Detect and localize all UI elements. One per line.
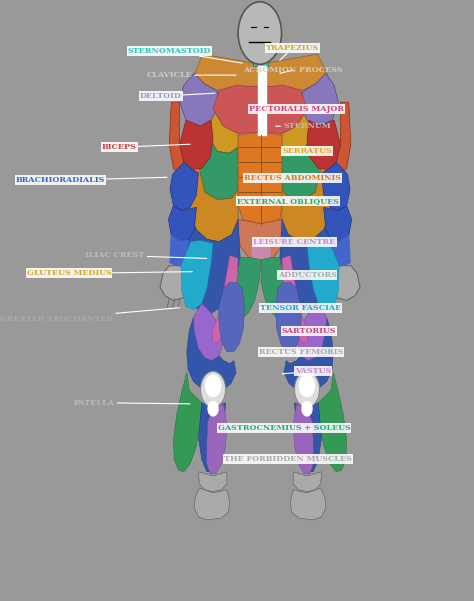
FancyBboxPatch shape	[258, 66, 265, 135]
Polygon shape	[207, 404, 227, 474]
Polygon shape	[280, 213, 339, 314]
FancyBboxPatch shape	[253, 36, 268, 66]
Circle shape	[206, 375, 220, 397]
Polygon shape	[188, 147, 238, 242]
Polygon shape	[187, 317, 236, 392]
Polygon shape	[237, 257, 261, 319]
Text: THE FORBIDDEN MUSCLES: THE FORBIDDEN MUSCLES	[224, 455, 352, 463]
Polygon shape	[213, 85, 261, 133]
Polygon shape	[261, 85, 307, 133]
Circle shape	[201, 371, 226, 407]
Text: BICEPS: BICEPS	[102, 143, 190, 151]
Polygon shape	[160, 266, 190, 300]
Polygon shape	[170, 236, 188, 266]
Circle shape	[208, 401, 218, 416]
Text: RECTUS FEMORIS: RECTUS FEMORIS	[259, 347, 343, 356]
Polygon shape	[318, 373, 346, 472]
Polygon shape	[180, 73, 219, 126]
Polygon shape	[181, 213, 240, 314]
Polygon shape	[324, 206, 352, 242]
Text: ILIAC CREST: ILIAC CREST	[85, 251, 207, 260]
Polygon shape	[336, 102, 351, 174]
Polygon shape	[290, 488, 326, 520]
Polygon shape	[284, 317, 333, 392]
Circle shape	[238, 2, 282, 64]
Text: GLUTEUS MEDIUS: GLUTEUS MEDIUS	[27, 269, 192, 278]
Polygon shape	[276, 282, 301, 352]
Text: VASTUS: VASTUS	[282, 367, 331, 376]
Polygon shape	[194, 54, 328, 90]
Polygon shape	[307, 240, 339, 310]
Text: ADDUCTORS: ADDUCTORS	[278, 271, 337, 279]
Text: BRACHIORADIALIS: BRACHIORADIALIS	[16, 176, 167, 185]
Circle shape	[300, 375, 315, 397]
Text: SARTORIUS: SARTORIUS	[282, 326, 337, 335]
Polygon shape	[293, 404, 313, 474]
Text: EXTERNAL OBLIQUES: EXTERNAL OBLIQUES	[237, 197, 339, 206]
Polygon shape	[169, 102, 184, 174]
Text: GREATER TROCHANTER: GREATER TROCHANTER	[0, 308, 180, 323]
Text: TENSOR FASCIAE: TENSOR FASCIAE	[260, 304, 341, 312]
Text: PECTORALIS MAJOR: PECTORALIS MAJOR	[249, 105, 344, 114]
Polygon shape	[282, 255, 308, 343]
Polygon shape	[297, 304, 327, 361]
Polygon shape	[294, 403, 322, 472]
Polygon shape	[282, 147, 332, 242]
Polygon shape	[194, 488, 230, 520]
Text: TRAPEZIUS: TRAPEZIUS	[266, 44, 319, 60]
Polygon shape	[238, 219, 284, 260]
Polygon shape	[301, 73, 338, 126]
Polygon shape	[199, 472, 227, 492]
Text: ACROMION PROCESS: ACROMION PROCESS	[243, 66, 342, 75]
Text: PATELLA: PATELLA	[73, 398, 190, 407]
Polygon shape	[180, 120, 213, 169]
Polygon shape	[322, 162, 350, 210]
Text: STERNOMASTOID: STERNOMASTOID	[128, 47, 242, 63]
Text: DELTOID: DELTOID	[140, 92, 215, 100]
Polygon shape	[181, 240, 213, 310]
Text: STERNUM: STERNUM	[276, 122, 331, 130]
Polygon shape	[293, 472, 322, 492]
Polygon shape	[238, 132, 282, 224]
Polygon shape	[170, 162, 199, 210]
Polygon shape	[168, 206, 196, 242]
Text: GASTROCNEMIUS + SOLEUS: GASTROCNEMIUS + SOLEUS	[218, 424, 350, 432]
Polygon shape	[173, 373, 202, 472]
Polygon shape	[194, 126, 238, 200]
Polygon shape	[330, 266, 360, 300]
Polygon shape	[332, 236, 350, 266]
Polygon shape	[199, 403, 226, 472]
Polygon shape	[219, 282, 245, 352]
Polygon shape	[261, 257, 283, 319]
Polygon shape	[202, 109, 238, 153]
Circle shape	[252, 240, 270, 267]
Text: SERRATUS: SERRATUS	[282, 147, 332, 156]
Circle shape	[302, 401, 312, 416]
Polygon shape	[282, 126, 326, 200]
Polygon shape	[193, 304, 223, 361]
Text: LEISURE CENTRE: LEISURE CENTRE	[253, 237, 336, 246]
Text: CLAVICLE: CLAVICLE	[146, 71, 236, 79]
Circle shape	[294, 371, 319, 407]
Polygon shape	[212, 255, 238, 343]
Text: RECTUS ABDOMINIS: RECTUS ABDOMINIS	[244, 174, 341, 182]
Polygon shape	[282, 109, 318, 153]
Polygon shape	[307, 120, 340, 169]
